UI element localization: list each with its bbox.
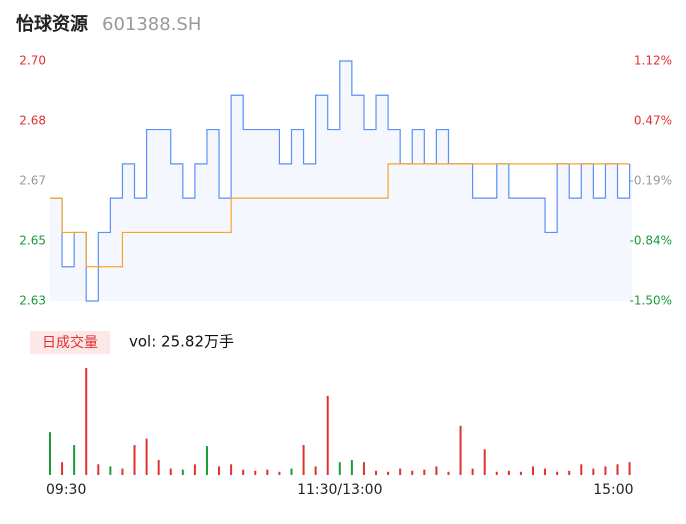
- volume-bar: [302, 445, 305, 475]
- volume-bar: [181, 469, 184, 475]
- volume-bar: [592, 468, 595, 475]
- volume-bar: [604, 466, 607, 475]
- x-tick-label: 11:30/13:00: [297, 482, 382, 498]
- line-average: [50, 163, 630, 268]
- volume-bar: [133, 445, 136, 475]
- volume-bar: [230, 464, 233, 475]
- volume-bar: [97, 464, 100, 475]
- volume-bar: [447, 471, 450, 475]
- volume-bar: [326, 395, 329, 475]
- y-tick-label: 2.68: [19, 114, 46, 128]
- volume-bar: [556, 471, 559, 475]
- line-price: [50, 60, 631, 302]
- volume-bar: [314, 466, 317, 475]
- y2-tick-label: -0.19%: [630, 174, 672, 188]
- volume-bar: [435, 466, 438, 475]
- volume-bar: [338, 462, 341, 475]
- volume-bar: [145, 438, 148, 475]
- price-area: [50, 61, 632, 301]
- volume-bar: [218, 466, 221, 475]
- y-tick-label: 2.67: [19, 174, 46, 188]
- volume-bar: [362, 462, 365, 475]
- volume-bar: [290, 468, 293, 475]
- volume-bar: [109, 466, 112, 475]
- volume-bar: [61, 462, 64, 475]
- volume-bar: [205, 446, 208, 475]
- volume-bar: [169, 468, 172, 475]
- volume-bar: [411, 470, 414, 475]
- x-tick-label: 09:30: [46, 482, 86, 498]
- volume-bar: [544, 468, 547, 475]
- volume-bar: [387, 471, 390, 475]
- volume-bar: [278, 471, 281, 475]
- volume-bar: [254, 470, 257, 475]
- volume-bar: [519, 471, 522, 475]
- volume-bar: [580, 464, 583, 475]
- volume-bar: [616, 464, 619, 475]
- volume-bar: [628, 462, 631, 475]
- legend-label: 日成交量: [42, 334, 98, 351]
- volume-bar: [483, 449, 486, 475]
- volume-bar: [375, 470, 378, 475]
- chart-title: 怡球资源: [16, 13, 88, 35]
- x-tick-label: 15:00: [593, 482, 633, 498]
- volume-bar: [507, 470, 510, 475]
- volume-bar: [49, 432, 51, 475]
- y-tick-label: 2.70: [19, 54, 46, 68]
- y-tick-label: 2.63: [19, 294, 46, 308]
- y-tick-label: 2.65: [19, 234, 46, 248]
- ticker: 601388.SH: [102, 14, 201, 35]
- volume-text: vol: 25.82万手: [129, 333, 234, 351]
- legend-box: [30, 331, 110, 354]
- volume-bar: [399, 468, 402, 475]
- y2-tick-label: 0.47%: [634, 114, 672, 128]
- volume-bar: [423, 469, 426, 475]
- y2-tick-label: 1.12%: [634, 54, 672, 68]
- volume-bar: [350, 460, 353, 475]
- y2-tick-label: -1.50%: [630, 294, 672, 308]
- volume-bar: [568, 470, 571, 475]
- volume-bar: [459, 425, 462, 475]
- volume-bar: [85, 368, 88, 475]
- volume-bar: [242, 469, 245, 475]
- volume-bar: [471, 468, 474, 475]
- volume-bar: [193, 464, 196, 475]
- volume-bar: [531, 466, 534, 475]
- volume-bar: [73, 445, 76, 475]
- volume-bar: [495, 471, 498, 475]
- volume-bar: [157, 460, 160, 475]
- volume-bar: [266, 469, 269, 475]
- volume-bar: [121, 468, 124, 475]
- y2-tick-label: -0.84%: [630, 234, 672, 248]
